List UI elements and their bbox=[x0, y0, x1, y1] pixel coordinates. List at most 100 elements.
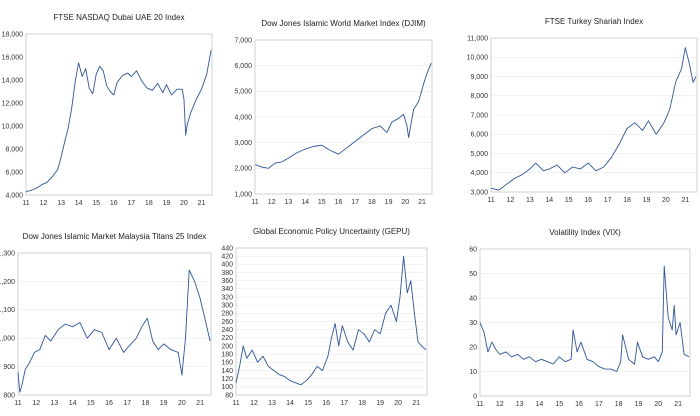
y-tick-label: 14,000 bbox=[2, 77, 24, 84]
y-tick-label: 4,000 bbox=[470, 170, 488, 177]
x-tick-label: 15 bbox=[92, 200, 100, 207]
x-tick-label: 16 bbox=[335, 199, 343, 206]
plot-frame bbox=[17, 252, 212, 396]
chart-title: Dow Jones Islamic World Market Index (DJ… bbox=[261, 19, 426, 28]
x-tick-label: 18 bbox=[142, 400, 150, 407]
x-tick-label: 21 bbox=[198, 200, 206, 207]
y-tick-label: 900 bbox=[3, 364, 15, 371]
x-tick-label: 16 bbox=[575, 401, 583, 408]
x-tick-label: 19 bbox=[635, 401, 643, 408]
y-tick-label: 140 bbox=[221, 368, 233, 375]
y-tick-label: 360 bbox=[221, 278, 233, 285]
x-tick-label: 18 bbox=[368, 199, 376, 206]
y-tick-label: 8,000 bbox=[470, 93, 488, 100]
x-tick-label: 20 bbox=[654, 401, 662, 408]
x-tick-label: 16 bbox=[110, 200, 118, 207]
plot-frame bbox=[254, 39, 433, 195]
x-tick-label: 15 bbox=[304, 400, 312, 407]
x-tick-label: 18 bbox=[145, 200, 153, 207]
x-tick-label: 14 bbox=[69, 400, 77, 407]
x-tick-label: 12 bbox=[496, 401, 504, 408]
y-tick-label: 100 bbox=[221, 384, 233, 391]
y-tick-label: 240 bbox=[221, 327, 233, 334]
y-tick-label: 380 bbox=[221, 270, 233, 277]
chart-title: FTSE NASDAQ Dubai UAE 20 Index bbox=[53, 13, 184, 22]
y-tick-label: 1,200 bbox=[0, 279, 15, 286]
x-tick-label: 14 bbox=[301, 199, 309, 206]
x-tick-label: 20 bbox=[401, 199, 409, 206]
x-tick-label: 11 bbox=[232, 400, 239, 407]
x-tick-label: 12 bbox=[40, 200, 48, 207]
y-tick-label: 320 bbox=[221, 294, 233, 301]
x-tick-label: 18 bbox=[615, 401, 623, 408]
y-tick-label: 220 bbox=[221, 335, 233, 342]
x-tick-label: 11 bbox=[487, 197, 494, 204]
x-tick-label: 13 bbox=[516, 401, 524, 408]
y-tick-label: 80 bbox=[225, 392, 233, 399]
x-tick-label: 14 bbox=[545, 197, 553, 204]
y-tick-label: 4,000 bbox=[234, 114, 252, 121]
x-tick-label: 15 bbox=[565, 197, 573, 204]
chart-panel-6: Volatility Index (VIX) 0 10 20 30 40 50 60 11 12 1… bbox=[469, 228, 691, 408]
y-tick-label: 7,000 bbox=[470, 112, 488, 119]
x-tick-label: 15 bbox=[87, 400, 95, 407]
y-tick-label: 9,000 bbox=[470, 74, 488, 81]
x-tick-label: 19 bbox=[376, 400, 384, 407]
x-tick-label: 20 bbox=[178, 400, 186, 407]
y-tick-label: 1,300 bbox=[0, 250, 15, 257]
x-tick-label: 12 bbox=[32, 400, 40, 407]
x-tick-label: 13 bbox=[51, 400, 59, 407]
chart-panel-5: Global Economic Policy Uncertainty (GEPU… bbox=[221, 227, 428, 407]
y-tick-label: 2,000 bbox=[234, 166, 252, 173]
x-tick-label: 16 bbox=[322, 400, 330, 407]
x-tick-label: 15 bbox=[555, 401, 563, 408]
x-tick-label: 21 bbox=[196, 400, 204, 407]
y-tick-label: 40 bbox=[469, 295, 477, 302]
y-tick-label: 800 bbox=[3, 392, 15, 399]
x-tick-label: 11 bbox=[476, 401, 483, 408]
y-tick-label: 1,000 bbox=[234, 191, 252, 198]
y-tick-label: 420 bbox=[221, 254, 233, 261]
y-tick-label: 180 bbox=[221, 352, 233, 359]
x-tick-label: 19 bbox=[643, 197, 651, 204]
y-tick-label: 7,000 bbox=[234, 37, 252, 44]
y-tick-label: 300 bbox=[221, 303, 233, 310]
chart-panel-1: FTSE NASDAQ Dubai UAE 20 Index 4,000 6,000… bbox=[2, 13, 213, 207]
y-tick-label: 6,000 bbox=[234, 63, 252, 70]
y-tick-label: 120 bbox=[221, 376, 233, 383]
x-tick-label: 17 bbox=[127, 200, 135, 207]
x-tick-label: 14 bbox=[536, 401, 544, 408]
y-tick-label: 160 bbox=[221, 360, 233, 367]
x-tick-label: 14 bbox=[286, 400, 294, 407]
x-tick-label: 21 bbox=[412, 400, 420, 407]
chart-panel-2: Dow Jones Islamic World Market Index (DJ… bbox=[234, 19, 433, 206]
series-line bbox=[490, 47, 697, 191]
x-tick-label: 14 bbox=[75, 200, 83, 207]
x-tick-label: 20 bbox=[662, 197, 670, 204]
x-tick-label: 13 bbox=[284, 199, 292, 206]
x-tick-label: 19 bbox=[160, 400, 168, 407]
plot-frame bbox=[235, 247, 428, 396]
x-tick-label: 15 bbox=[318, 199, 326, 206]
chart-panel-3: FTSE Turkey Shariah Index 3,000 4,000 5,000… bbox=[467, 17, 698, 204]
x-tick-label: 11 bbox=[14, 400, 21, 407]
y-tick-label: 260 bbox=[221, 319, 233, 326]
y-tick-label: 3,000 bbox=[470, 189, 488, 196]
x-tick-label: 11 bbox=[251, 199, 258, 206]
y-tick-label: 20 bbox=[469, 344, 477, 351]
x-tick-label: 21 bbox=[681, 197, 689, 204]
y-tick-label: 10,000 bbox=[2, 123, 24, 130]
x-tick-label: 20 bbox=[394, 400, 402, 407]
y-tick-label: 400 bbox=[221, 262, 233, 269]
y-tick-label: 3,000 bbox=[234, 140, 252, 147]
y-tick-label: 6,000 bbox=[5, 169, 23, 176]
x-tick-label: 17 bbox=[123, 400, 131, 407]
x-tick-label: 12 bbox=[250, 400, 258, 407]
x-tick-label: 13 bbox=[268, 400, 276, 407]
y-tick-label: 0 bbox=[473, 393, 477, 400]
x-tick-label: 13 bbox=[57, 200, 65, 207]
chart-title: Volatility Index (VIX) bbox=[549, 228, 621, 237]
x-tick-label: 21 bbox=[674, 401, 682, 408]
y-tick-label: 30 bbox=[469, 320, 477, 327]
